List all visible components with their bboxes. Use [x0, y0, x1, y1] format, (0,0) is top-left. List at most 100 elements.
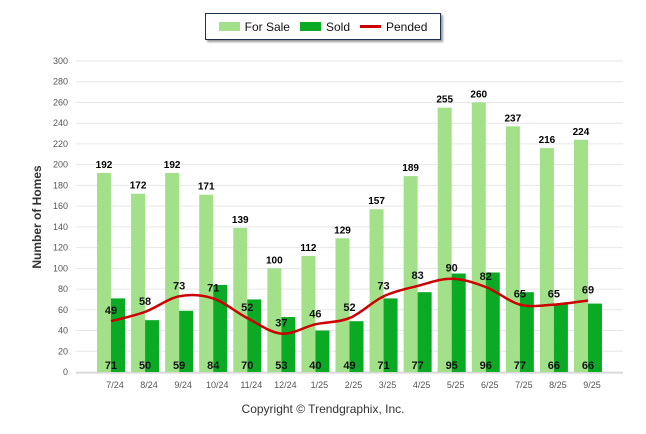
for-sale-data-label: 129	[334, 225, 351, 236]
for-sale-bar	[165, 172, 180, 372]
for-sale-data-label: 237	[504, 113, 521, 124]
x-tick-label: 1/25	[311, 380, 329, 390]
y-tick-label: 0	[63, 367, 68, 377]
for-sale-data-label: 157	[368, 196, 385, 207]
sold-bar	[519, 292, 534, 372]
sold-bar	[485, 272, 500, 372]
sold-bar	[213, 284, 228, 372]
y-tick-label: 120	[53, 243, 68, 253]
for-sale-data-label: 112	[300, 243, 317, 254]
for-sale-bar	[437, 107, 452, 373]
for-sale-data-label: 192	[96, 160, 113, 171]
pended-data-label: 65	[514, 289, 526, 301]
y-tick-label: 280	[53, 77, 68, 87]
for-sale-data-label: 255	[436, 95, 453, 106]
for-sale-bar	[131, 193, 146, 372]
y-tick-label: 300	[53, 56, 68, 66]
pended-data-label: 73	[377, 280, 389, 292]
for-sale-data-label: 139	[232, 215, 249, 226]
sold-data-label: 77	[412, 360, 424, 372]
sold-data-label: 53	[275, 360, 287, 372]
sold-bar	[315, 330, 330, 372]
x-tick-label: 11/24	[240, 380, 262, 390]
sold-data-label: 71	[105, 360, 117, 372]
x-tick-label: 9/24	[174, 380, 192, 390]
y-tick-label: 20	[58, 346, 68, 356]
for-sale-bar	[233, 227, 248, 372]
pended-line	[110, 277, 589, 335]
for-sale-bar	[199, 194, 214, 372]
pended-data-label: 82	[480, 271, 492, 283]
for-sale-data-label: 100	[266, 255, 283, 266]
for-sale-data-label: 172	[130, 181, 147, 192]
sold-data-label: 66	[582, 360, 594, 372]
legend-item-pended[interactable]: Pended	[360, 20, 427, 34]
for-sale-data-label: 216	[539, 135, 556, 146]
for-sale-bar	[369, 209, 384, 372]
pended-data-label: 37	[275, 318, 287, 330]
for-sale-data-label: 260	[470, 89, 487, 100]
for-sale-data-label: 224	[573, 127, 590, 138]
y-axis-title: Number of Homes	[30, 165, 44, 269]
legend-label: Pended	[386, 19, 428, 34]
sold-data-label: 70	[241, 360, 253, 372]
sold-data-label: 49	[343, 360, 355, 372]
for-sale-data-label: 189	[402, 163, 419, 174]
x-tick-label: 9/25	[583, 380, 601, 390]
sold-data-label: 77	[514, 360, 526, 372]
legend-label: For Sale	[244, 19, 290, 34]
sold-bar	[587, 303, 602, 372]
legend-item-for-sale[interactable]: For Sale	[218, 19, 290, 34]
for-sale-bar	[335, 238, 350, 372]
sold-bar	[383, 298, 398, 372]
sold-bar	[247, 299, 262, 372]
sold-data-label: 95	[446, 360, 458, 372]
x-tick-label: 5/25	[447, 380, 465, 390]
x-tick-label: 3/25	[379, 380, 397, 390]
for-sale-data-label: 192	[164, 160, 181, 171]
pended-swatch	[360, 25, 381, 28]
y-tick-label: 100	[53, 263, 68, 273]
for-sale-data-label: 171	[198, 182, 215, 193]
y-tick-label: 200	[53, 160, 68, 170]
for-sale-bar	[505, 126, 520, 372]
x-tick-label: 12/24	[274, 380, 297, 390]
for-sale-bar	[301, 255, 316, 372]
y-tick-label: 60	[58, 305, 68, 315]
sold-bar	[145, 320, 160, 372]
sold-bar	[553, 303, 568, 372]
pended-data-label: 52	[241, 302, 253, 314]
pended-data-label: 71	[207, 282, 219, 294]
legend: For Sale Sold Pended	[205, 13, 441, 40]
sold-bar	[349, 321, 364, 372]
for-sale-swatch	[218, 22, 240, 31]
x-tick-label: 8/24	[140, 380, 158, 390]
sold-data-label: 50	[139, 360, 151, 372]
x-tick-label: 6/25	[481, 380, 499, 390]
legend-item-sold[interactable]: Sold	[299, 19, 350, 34]
pended-data-label: 49	[105, 305, 117, 317]
sold-bar	[281, 317, 296, 372]
sold-bar	[417, 292, 432, 372]
for-sale-bar	[539, 148, 554, 372]
sold-bar	[179, 310, 194, 372]
for-sale-bar	[97, 172, 111, 372]
sold-data-label: 40	[309, 360, 321, 372]
legend-label: Sold	[325, 19, 350, 34]
pended-data-label: 65	[548, 289, 560, 301]
pended-data-label: 46	[309, 308, 321, 320]
for-sale-bar	[267, 268, 282, 372]
pended-data-label: 83	[412, 270, 424, 282]
x-tick-label: 7/25	[515, 380, 533, 390]
y-tick-label: 180	[53, 180, 68, 190]
sold-swatch	[299, 22, 321, 31]
sold-data-label: 96	[480, 360, 492, 372]
sold-data-label: 66	[548, 360, 560, 372]
sold-bar	[451, 273, 466, 372]
sold-bar	[111, 298, 125, 372]
y-tick-label: 260	[53, 97, 68, 107]
pended-data-label: 52	[343, 302, 355, 314]
pended-data-label: 90	[446, 263, 458, 275]
pended-data-label: 73	[173, 280, 185, 292]
pended-data-label: 69	[582, 284, 594, 296]
